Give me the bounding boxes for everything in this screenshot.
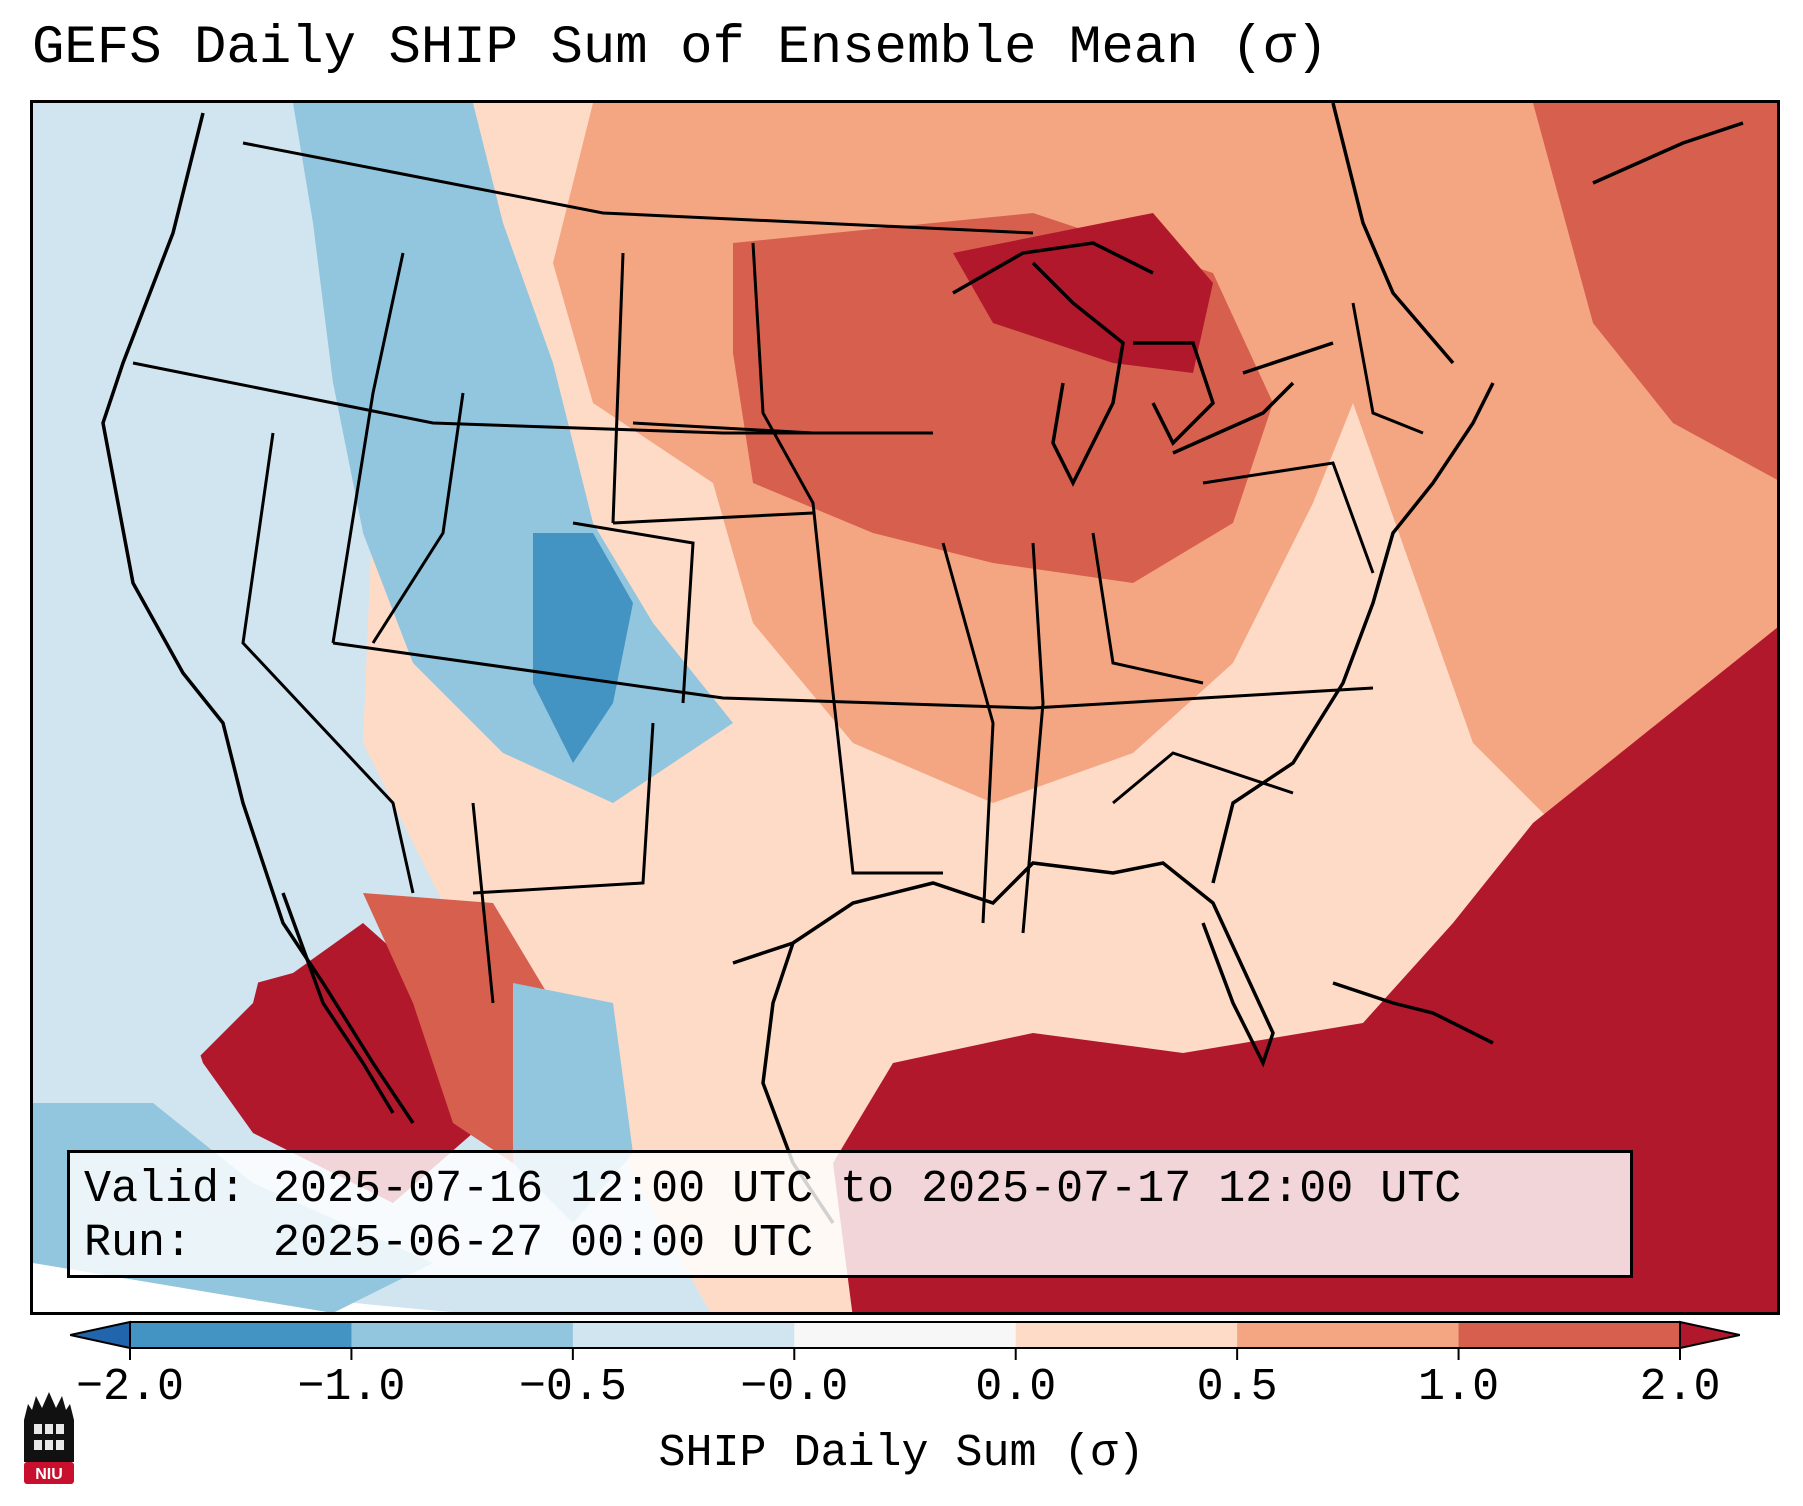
border-quebec <box>1331 103 1455 365</box>
coastline-pacific <box>101 112 415 1124</box>
valid-value: 2025-07-16 12:00 UTC to 2025-07-17 12:00… <box>273 1164 1462 1215</box>
valid-time-box: Valid: 2025-07-16 12:00 UTC to 2025-07-1… <box>67 1150 1633 1278</box>
map-panel <box>30 100 1780 1315</box>
run-value: 2025-06-27 00:00 UTC <box>273 1218 814 1269</box>
colorbar-segment <box>572 1322 795 1348</box>
logo-badge <box>24 1462 74 1484</box>
colorbar-segment <box>1237 1322 1460 1348</box>
colorbar-extend-low <box>70 1320 131 1350</box>
boundary-colorado <box>572 521 695 704</box>
coastline-bahamas <box>1332 981 1494 1045</box>
coastlines <box>101 103 1744 1224</box>
colorbar-segment <box>1015 1322 1238 1348</box>
colorbar <box>70 1320 1740 1360</box>
logo-windows <box>34 1424 64 1450</box>
boundary-carolinas <box>1112 751 1294 805</box>
colorbar-tick-label: 1.0 <box>1418 1362 1500 1413</box>
anomaly-map <box>33 103 1777 1312</box>
colorbar-extend-high <box>1679 1320 1740 1350</box>
boundary-line-north <box>132 361 933 435</box>
coastline-st-lawrence <box>1592 121 1744 185</box>
colorbar-label: SHIP Daily Sum (σ) <box>658 1428 1145 1479</box>
colorbar-frame <box>129 1321 1681 1349</box>
coastline-gulf <box>732 861 1275 1068</box>
field-strong-positive-southwest <box>363 893 553 1163</box>
coastline-lake-huron <box>1133 341 1216 446</box>
colorbar-tick-label: −2.0 <box>75 1362 185 1413</box>
boundary-dakotas <box>632 421 814 435</box>
coastline-lake-ontario <box>1242 341 1334 375</box>
colorbar-segment <box>351 1322 574 1348</box>
chart-title: GEFS Daily SHIP Sum of Ensemble Mean (σ) <box>32 18 1329 79</box>
coastline-lake-michigan <box>1031 261 1125 487</box>
field-weak-negative-pacific <box>33 103 363 1103</box>
coastline-baja <box>281 892 395 1114</box>
boundary-montana-dakota <box>611 252 625 524</box>
boundary-new-england <box>1351 302 1424 435</box>
field-extreme-positive-lakes <box>953 213 1213 373</box>
boundary-arizona-nm <box>471 802 495 1004</box>
boundary-idaho <box>331 252 405 644</box>
boundary-nebraska <box>612 511 814 525</box>
valid-label: Valid: <box>84 1164 247 1215</box>
boundary-arkansas <box>831 692 943 875</box>
coastline-atlantic <box>1211 382 1495 884</box>
boundary-pennsylvania <box>1202 461 1375 574</box>
colorbar-tick-label: −0.0 <box>740 1362 849 1413</box>
colorbar-segment <box>130 1322 352 1348</box>
colorbar-tick-label: −1.0 <box>297 1362 406 1413</box>
colorbar-tick-label: −0.5 <box>518 1362 627 1413</box>
state-boundaries <box>132 141 1424 1004</box>
boundary-mississippi <box>941 542 995 924</box>
niu-logo-icon: NIU <box>24 1392 74 1484</box>
anomaly-fields <box>33 103 1777 1312</box>
colorbar-tick-label: 2.0 <box>1639 1362 1721 1413</box>
boundary-nevada-california <box>241 432 415 894</box>
colorbar-tick-label: 0.5 <box>1196 1362 1278 1413</box>
boundary-utah-north <box>371 392 465 644</box>
coastline-lake-superior <box>952 241 1154 295</box>
coastline-lake-erie <box>1172 381 1295 455</box>
run-label: Run: <box>84 1218 193 1269</box>
colorbar-tick-label: 0.0 <box>975 1362 1057 1413</box>
boundary-line-central <box>332 641 1374 710</box>
border-us-canada <box>242 141 1034 235</box>
boundary-ohio <box>1091 532 1204 685</box>
field-strong-negative-colorado <box>533 533 633 763</box>
field-strong-positive-canada-east <box>1533 103 1777 480</box>
colorbar-segment <box>1458 1322 1681 1348</box>
field-extreme-positive-ocean <box>833 627 1777 1312</box>
colorbar-segment <box>794 1322 1017 1348</box>
boundary-dakota-minnesota <box>751 242 835 694</box>
boundary-indiana-alabama <box>1021 542 1045 934</box>
boundary-new-mexico <box>472 722 655 895</box>
logo-text: NIU <box>35 1466 63 1483</box>
